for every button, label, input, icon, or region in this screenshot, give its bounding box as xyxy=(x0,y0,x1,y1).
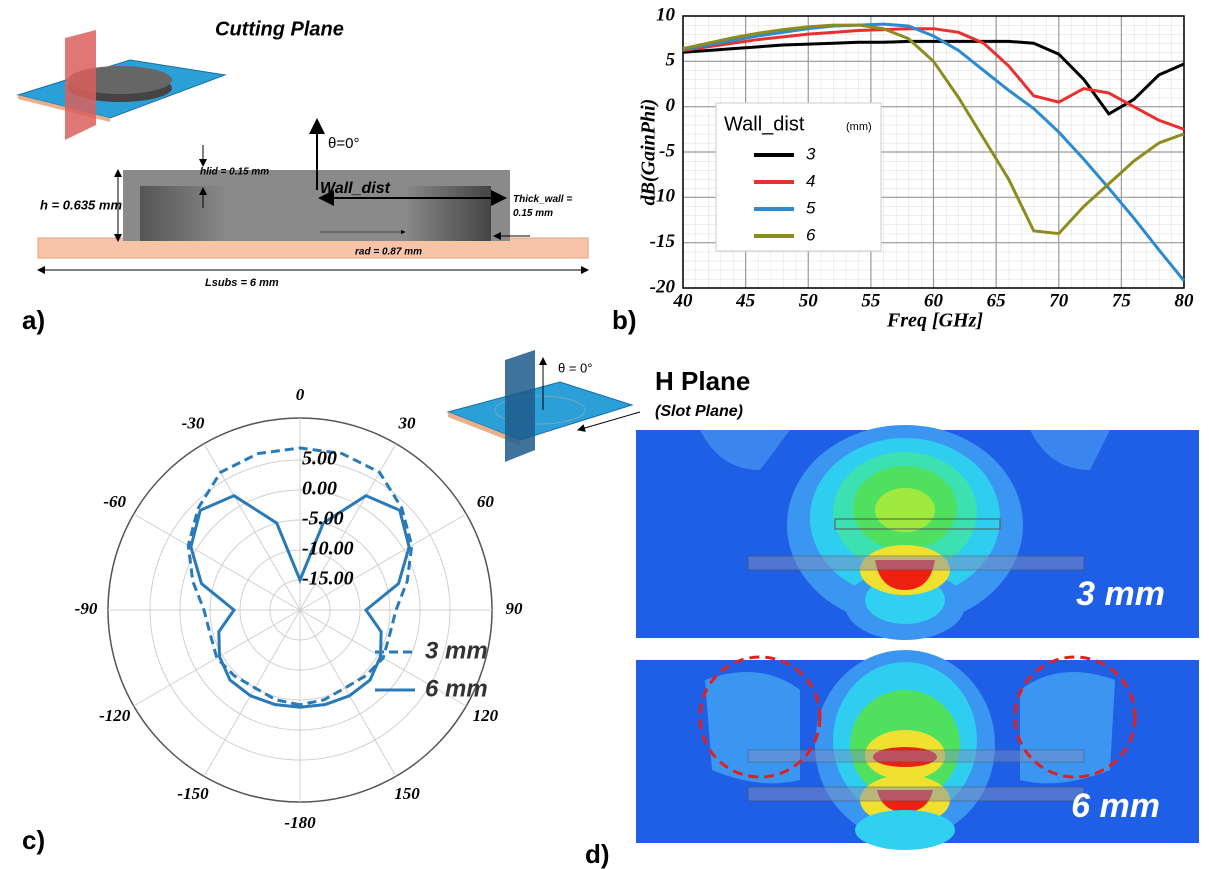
theta-label: θ=0° xyxy=(328,135,359,152)
x-tick-label: 55 xyxy=(861,290,881,311)
wall-right xyxy=(407,186,491,241)
angle-label: 0 xyxy=(296,385,305,404)
legend-title: Wall_dist xyxy=(724,113,805,135)
y-tick-label: -5 xyxy=(659,140,675,161)
panel-label: c) xyxy=(22,825,45,855)
x-tick-label: 65 xyxy=(987,290,1007,311)
grid-spoke xyxy=(203,443,301,611)
panel-a: Cutting Plane θ=0° hlid = 0.15 mm Wall_d… xyxy=(16,18,589,335)
radial-tick-label: -15.00 xyxy=(302,568,354,590)
x-tick-label: 40 xyxy=(673,290,694,311)
radial-tick-label: -10.00 xyxy=(302,538,354,560)
legend-unit: (mm) xyxy=(846,121,872,133)
plane-subtitle: (Slot Plane) xyxy=(655,403,743,420)
field-hotspot xyxy=(873,747,937,767)
radial-tick-label: -5.00 xyxy=(302,508,344,530)
thick-wall-label: Thick_wall = 0.15 mm xyxy=(513,194,572,219)
panel-label: a) xyxy=(22,305,45,335)
series-line xyxy=(682,39,1185,116)
grid-spoke xyxy=(133,513,301,611)
angle-label: 150 xyxy=(394,784,420,803)
x-tick-label: 45 xyxy=(735,290,756,311)
angle-label: 60 xyxy=(477,492,495,511)
field-region xyxy=(700,430,1110,470)
grid-spoke xyxy=(133,609,301,707)
radial-tick-label: 0.00 xyxy=(302,478,337,500)
theta-label: θ = 0° xyxy=(558,360,592,375)
y-tick-label: 0 xyxy=(666,95,676,116)
wall-dist-label: Wall_dist xyxy=(320,180,391,197)
h-label: h = 0.635 mm xyxy=(40,197,122,212)
angle-label: 120 xyxy=(473,706,499,725)
cutting-plane-title: Cutting Plane xyxy=(215,18,344,40)
legend-label: 5 xyxy=(806,198,816,217)
angle-label: -150 xyxy=(177,784,209,803)
legend-label: 6 xyxy=(806,225,816,244)
angle-label: -30 xyxy=(182,414,205,433)
wall-left xyxy=(140,186,224,241)
legend-label: 4 xyxy=(806,171,815,190)
angle-label: 90 xyxy=(506,599,524,618)
legend-label: 3 xyxy=(806,144,816,163)
x-axis-title: Freq [GHz] xyxy=(886,310,983,332)
substrate-outline xyxy=(747,555,1085,571)
y-tick-label: 5 xyxy=(666,50,676,71)
grid-spoke xyxy=(299,513,467,611)
field-region xyxy=(875,488,935,532)
pointer-arrow xyxy=(577,411,641,432)
angle-label: -90 xyxy=(75,599,98,618)
field-region xyxy=(855,810,955,850)
wall-outline xyxy=(747,749,1085,763)
y-tick-label: -15 xyxy=(650,231,676,252)
y-tick-label: 10 xyxy=(656,4,676,25)
substrate-edge xyxy=(448,412,520,445)
x-tick-label: 70 xyxy=(1049,290,1069,311)
y-axis-title: dB(GainPhi) xyxy=(638,99,660,206)
highlight-circle xyxy=(698,655,822,779)
slot-plane-icon xyxy=(505,350,535,462)
x-tick-label: 50 xyxy=(799,290,819,311)
grid-spoke xyxy=(203,609,301,777)
angle-label: 30 xyxy=(398,414,417,433)
highlight-circle xyxy=(1013,655,1137,779)
substrate-outline xyxy=(747,786,1085,802)
x-tick-label: 60 xyxy=(924,290,944,311)
series-line xyxy=(682,23,1185,236)
lsubs-label: Lsubs = 6 mm xyxy=(205,277,279,289)
panel-label: d) xyxy=(585,839,610,869)
series-line xyxy=(186,446,414,707)
plane-title: H Plane xyxy=(655,366,750,396)
angle-label: -180 xyxy=(284,813,316,832)
panel-d: θ = 0° H Plane (Slot Plane) 3 mm 6 mm d) xyxy=(446,350,1199,869)
legend-box xyxy=(715,102,882,252)
panel-label: b) xyxy=(612,305,637,335)
x-tick-label: 80 xyxy=(1175,290,1195,311)
series-line xyxy=(682,27,1185,131)
hlid-label: hlid = 0.15 mm xyxy=(200,167,269,178)
radial-tick-label: 5.00 xyxy=(302,448,337,470)
case-label: 6 mm xyxy=(1071,787,1160,825)
slot-icon xyxy=(494,395,586,425)
rad-label: rad = 0.87 mm xyxy=(355,247,422,258)
angle-label: -60 xyxy=(103,492,126,511)
grid-spoke xyxy=(299,609,397,777)
lid-outline xyxy=(834,518,1001,530)
legend-label: 6 mm xyxy=(425,675,488,702)
series-line xyxy=(682,22,1186,282)
legend-label: 3 mm xyxy=(425,637,488,664)
y-tick-label: -20 xyxy=(650,276,676,297)
case-label: 3 mm xyxy=(1076,575,1165,613)
x-tick-label: 75 xyxy=(1112,290,1132,311)
cutting-plane-icon xyxy=(65,30,96,140)
plot-frame xyxy=(682,15,1185,289)
series-line xyxy=(189,493,411,709)
field-region xyxy=(705,672,800,784)
angle-label: -120 xyxy=(99,706,131,725)
field-region xyxy=(1020,672,1115,784)
substrate-icon xyxy=(446,381,634,441)
y-tick-label: -10 xyxy=(650,186,676,207)
